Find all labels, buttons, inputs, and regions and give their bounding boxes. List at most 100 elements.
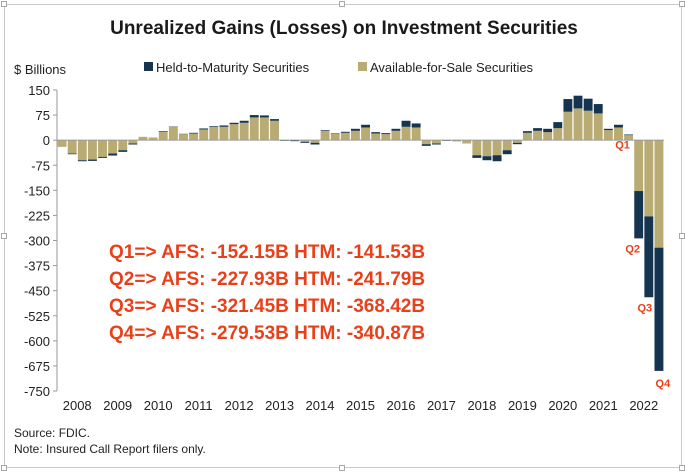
bar-htm: [128, 143, 138, 145]
bar-afs: [634, 140, 644, 192]
bar-afs: [654, 140, 664, 248]
quarter-label: Q3: [637, 302, 652, 314]
x-tick-label: 2019: [508, 398, 537, 413]
bar-htm: [340, 131, 350, 133]
bar-htm: [614, 124, 623, 128]
bar-afs: [219, 126, 229, 141]
bar-afs: [421, 140, 431, 145]
bar-afs: [300, 140, 310, 142]
bar-afs: [340, 132, 350, 141]
bar-afs: [179, 134, 188, 141]
bar-htm: [270, 119, 279, 121]
bar-htm: [411, 123, 421, 128]
bar-htm: [158, 131, 168, 132]
resize-handle-middle-left[interactable]: [1, 233, 7, 239]
bar-afs: [533, 130, 542, 141]
bar-htm: [421, 144, 431, 146]
x-tick-label: 2009: [103, 398, 132, 413]
bar-htm: [350, 128, 360, 131]
x-axis: 2008 2009 2010 2011 2012 2013 2014 2015 2016 2017…: [63, 398, 659, 413]
x-tick-label: 2021: [589, 398, 618, 413]
bar-afs: [391, 130, 401, 141]
bar-afs: [573, 108, 583, 141]
bar-afs: [108, 140, 118, 154]
x-tick-label: 2013: [265, 398, 294, 413]
bar-afs: [411, 127, 421, 141]
bar-afs: [371, 133, 381, 141]
source-note: Source: FDIC.: [14, 426, 90, 440]
bar-htm: [583, 98, 593, 111]
resize-handle-middle-right[interactable]: [679, 233, 685, 239]
bar-afs: [77, 140, 87, 161]
bar-htm: [77, 160, 87, 162]
y-tick-label: -300: [24, 234, 50, 249]
bar-htm: [189, 132, 199, 134]
bar-afs: [128, 140, 138, 144]
bar-afs: [462, 140, 472, 144]
y-tick-label: -225: [24, 208, 50, 223]
x-tick-label: 2014: [306, 398, 335, 413]
x-tick-label: 2008: [63, 398, 92, 413]
annotation-q4: Q4=> AFS: -279.53B HTM: -340.87B: [109, 323, 425, 344]
bar-afs: [431, 140, 441, 144]
bar-htm: [502, 150, 512, 155]
bar-htm: [644, 216, 654, 298]
bar-afs: [189, 133, 199, 141]
legend-label-htm: Held-to-Maturity Securities: [156, 60, 310, 75]
legend-swatch-htm: [144, 62, 153, 71]
bar-afs: [239, 122, 249, 141]
bar-htm: [67, 153, 77, 155]
y-tick-label: 75: [36, 108, 50, 123]
bar-htm: [533, 128, 542, 131]
y-tick-label: 150: [28, 83, 50, 98]
bar-afs: [310, 140, 320, 143]
bar-afs: [138, 136, 148, 141]
bar-htm: [239, 120, 249, 123]
bar-htm: [229, 122, 239, 125]
bar-afs: [158, 131, 168, 141]
resize-handle-bottom-right[interactable]: [679, 465, 685, 471]
footnote: Note: Insured Call Report filers only.: [14, 442, 206, 456]
bar-afs: [118, 140, 128, 151]
bar-afs: [502, 140, 512, 151]
bar-htm: [624, 134, 634, 136]
bar-afs: [593, 113, 603, 141]
bar-afs: [67, 140, 77, 154]
bar-htm: [512, 142, 522, 145]
y-axis-label: $ Billions: [14, 62, 67, 77]
quarter-label: Q1: [615, 140, 630, 152]
bar-htm: [391, 128, 401, 131]
bar-afs: [624, 135, 634, 141]
bar-afs: [381, 134, 391, 141]
bar-htm: [249, 115, 259, 118]
x-tick-label: 2011: [185, 398, 213, 413]
bar-htm: [320, 130, 330, 131]
y-tick-label: -675: [24, 359, 50, 374]
resize-handle-top-right[interactable]: [679, 1, 685, 7]
x-tick-label: 2015: [346, 398, 375, 413]
y-tick-label: -450: [24, 284, 50, 299]
bar-htm: [219, 125, 229, 127]
annotations: Q1=> AFS: -152.15B HTM: -141.53B Q2=> AF…: [109, 242, 425, 344]
bar-htm: [573, 95, 583, 109]
legend-label-afs: Available-for-Sale Securities: [370, 60, 534, 75]
bar-afs: [98, 140, 107, 157]
bar-htm: [108, 153, 118, 156]
resize-handle-bottom-left[interactable]: [1, 465, 7, 471]
bar-afs: [270, 120, 279, 141]
resize-handle-bottom-center[interactable]: [339, 465, 345, 471]
bar-afs: [259, 117, 269, 141]
resize-handle-top-center[interactable]: [339, 1, 345, 7]
bar-afs: [199, 129, 209, 141]
chart-title: Unrealized Gains (Losses) on Investment …: [110, 18, 578, 39]
resize-handle-top-left[interactable]: [1, 1, 7, 7]
x-tick-label: 2012: [225, 398, 254, 413]
y-tick-label: 0: [43, 133, 50, 148]
x-tick-label: 2020: [548, 398, 577, 413]
quarter-labels: Q1 Q2 Q3 Q4: [615, 140, 671, 390]
quarter-label: Q4: [656, 378, 672, 390]
bar-afs: [330, 133, 340, 141]
bar-afs: [563, 111, 573, 141]
bar-htm: [593, 104, 603, 114]
